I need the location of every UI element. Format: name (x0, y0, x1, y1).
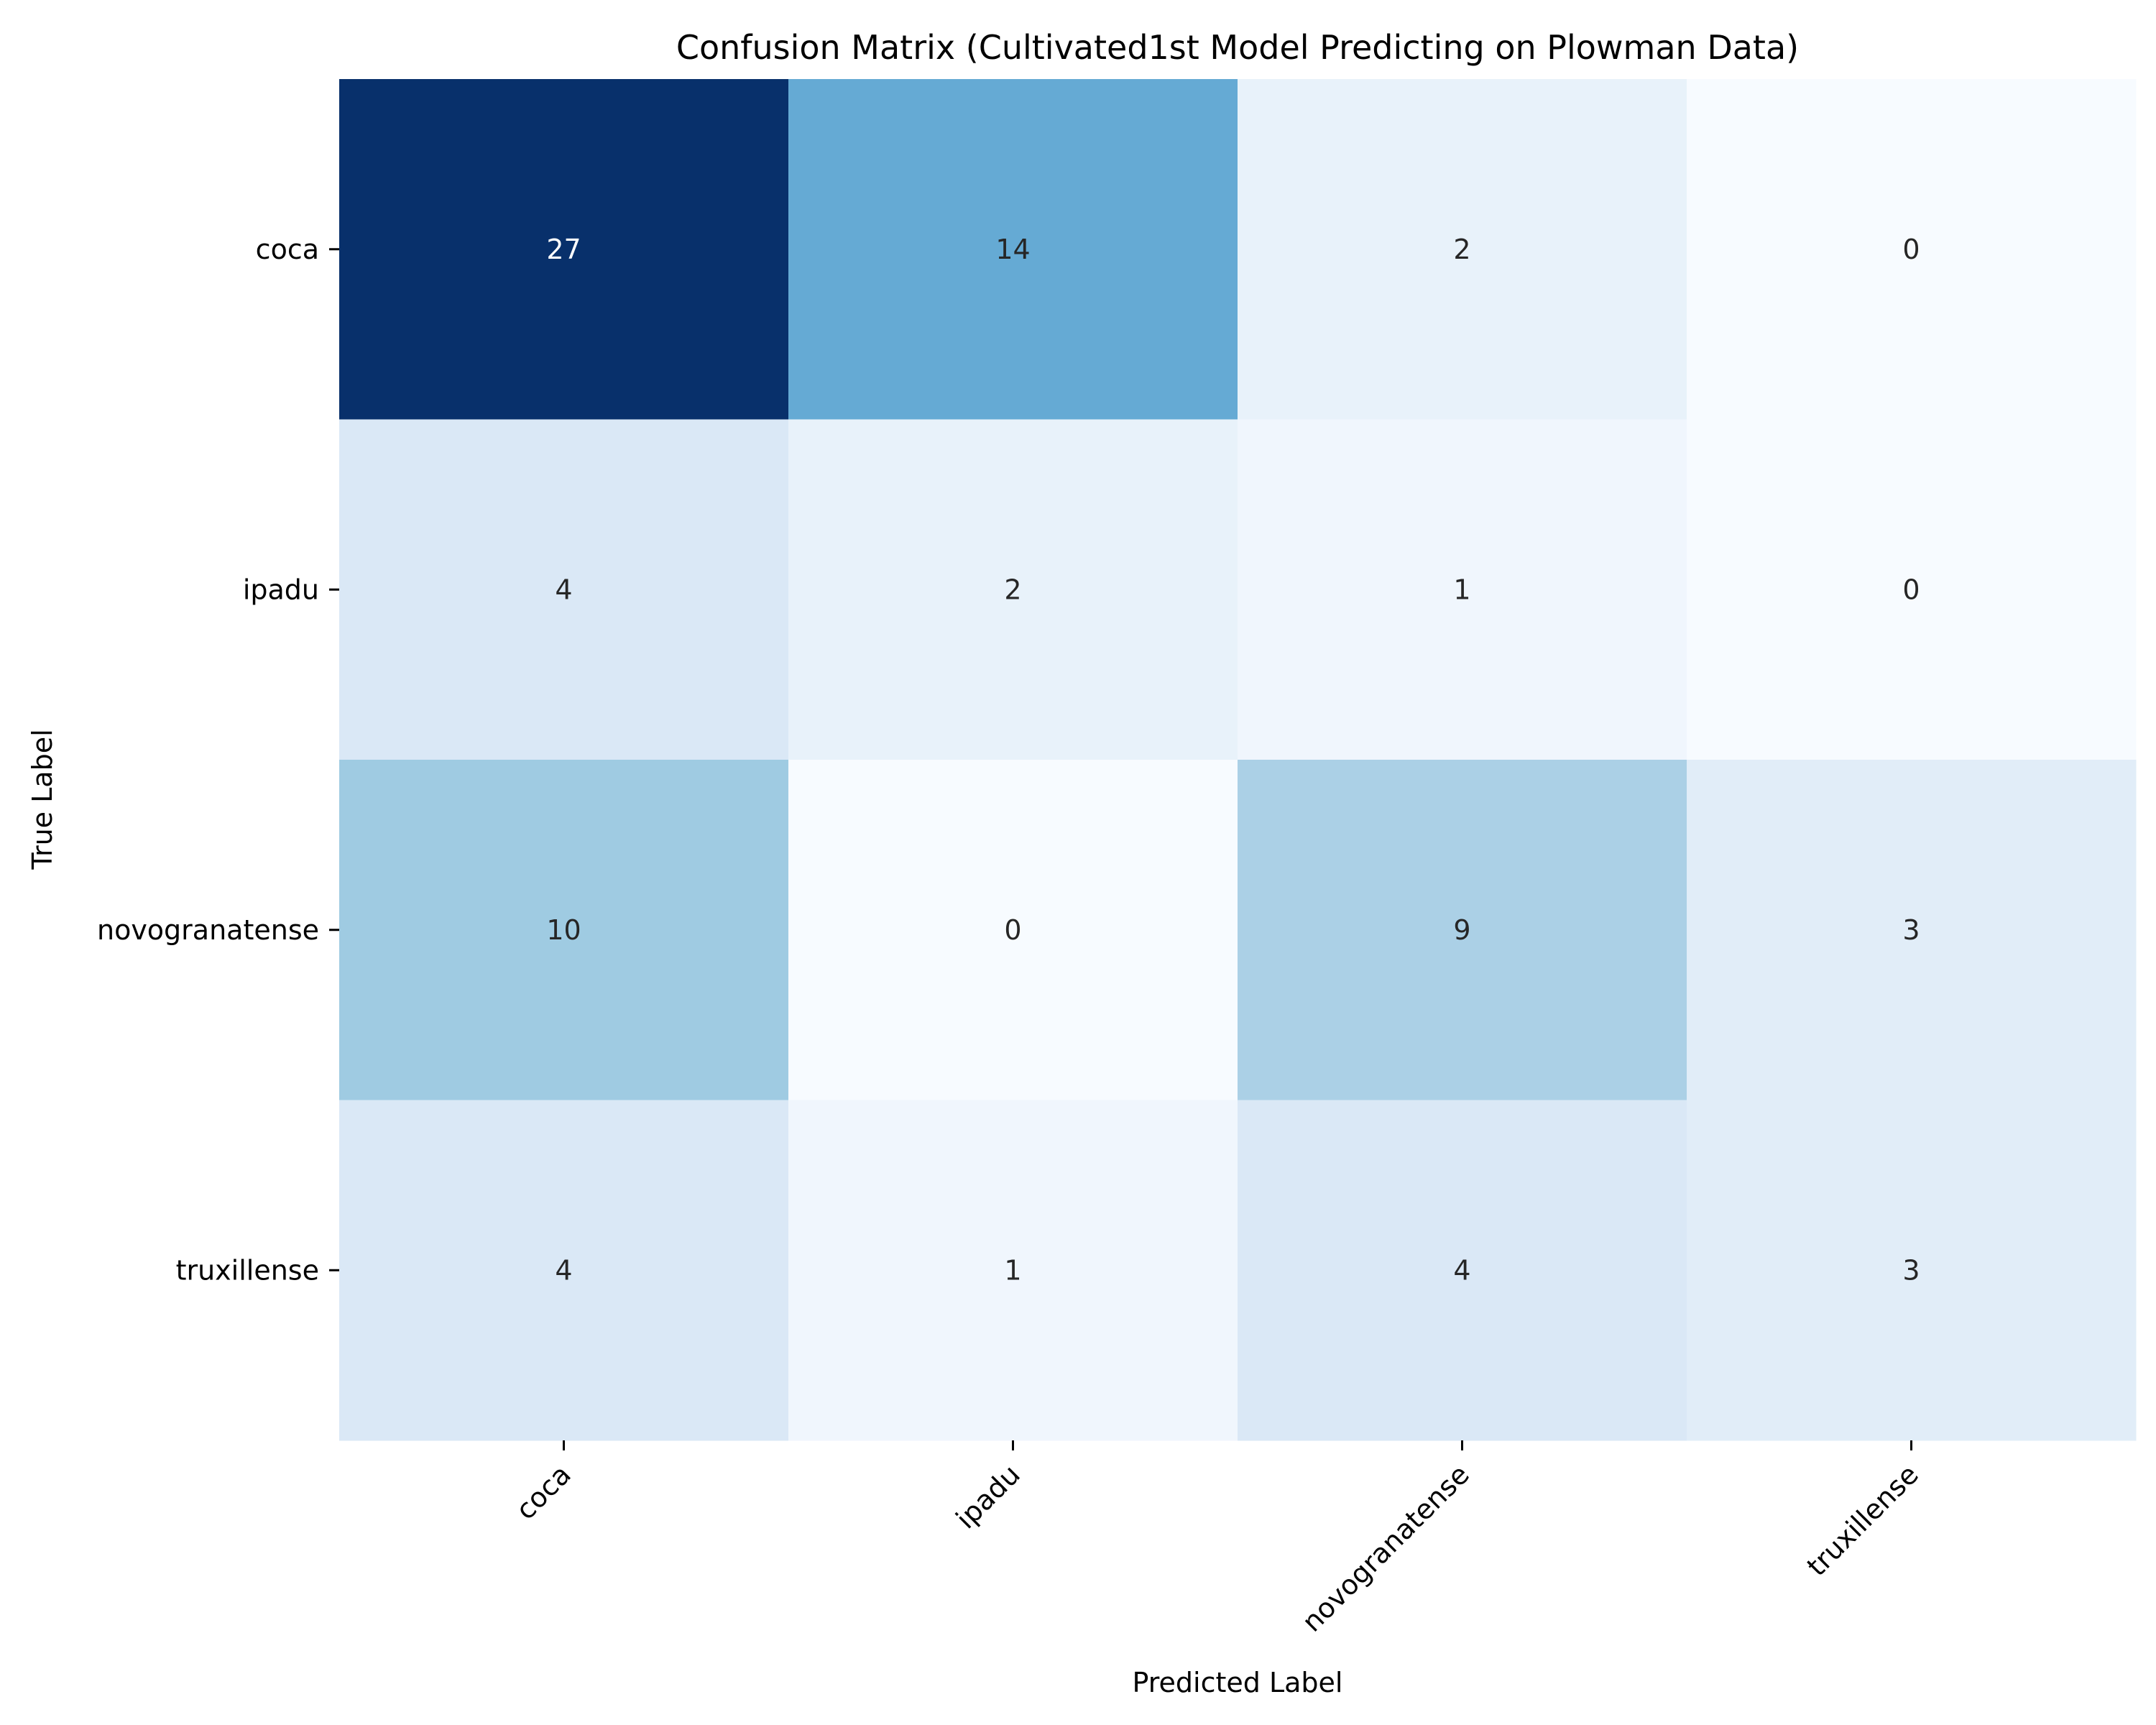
cell-value-label: 1 (1004, 1254, 1021, 1286)
cell-value-label: 0 (1902, 574, 1920, 605)
heatmap-cell (788, 760, 1238, 1100)
heatmap-cell (1687, 760, 2137, 1100)
y-axis-ticks: coca ipadu novogranatense truxillense (97, 234, 339, 1286)
x-tick-label: novogranatense (1296, 1458, 1475, 1638)
heatmap-cell (339, 760, 789, 1100)
cell-value-label: 14 (995, 234, 1030, 265)
cell-value-label: 10 (546, 914, 581, 946)
heatmap-cell (1687, 79, 2137, 420)
x-tick-label: ipadu (950, 1458, 1026, 1535)
cell-value-label: 2 (1004, 574, 1021, 605)
y-tick-label: novogranatense (97, 914, 319, 946)
cell-value-label: 9 (1453, 914, 1470, 946)
heatmap-cell (339, 419, 789, 760)
heatmap-cell (1687, 419, 2137, 760)
cell-value-label: 27 (546, 234, 581, 265)
cell-value-label: 4 (1453, 1254, 1470, 1286)
cell-value-label: 1 (1453, 574, 1470, 605)
heatmap-cell (339, 79, 789, 420)
y-axis-label: True Label (27, 729, 58, 870)
cell-value-label: 4 (555, 574, 572, 605)
y-tick-label: ipadu (243, 574, 319, 605)
heatmap-cells: 27 14 2 04 2 1 010 0 9 34 1 4 3 (339, 79, 2137, 1441)
cell-value-label: 3 (1902, 914, 1920, 946)
cell-value-label: 0 (1902, 234, 1920, 265)
x-axis-ticks: coca ipadu novogranatense truxillense (510, 1440, 1925, 1638)
y-tick-label: truxillense (176, 1254, 319, 1286)
x-tick-label: truxillense (1801, 1458, 1925, 1582)
heatmap-cell (1238, 419, 1687, 760)
chart-title: Confusion Matrix (Cultivated1st Model Pr… (676, 28, 1799, 67)
x-tick-label: coca (510, 1458, 577, 1526)
cell-value-label: 3 (1902, 1254, 1920, 1286)
heatmap-cell (339, 1100, 789, 1441)
x-axis-label: Predicted Label (1133, 1667, 1343, 1698)
heatmap-cell (788, 79, 1238, 420)
heatmap-cell (1238, 760, 1687, 1100)
y-tick-label: coca (256, 234, 319, 265)
cell-value-label: 0 (1004, 914, 1021, 946)
heatmap-cell (1238, 79, 1687, 420)
cell-value-label: 4 (555, 1254, 572, 1286)
heatmap-cell (1238, 1100, 1687, 1441)
cell-value-label: 2 (1453, 234, 1470, 265)
heatmap-cell (788, 1100, 1238, 1441)
heatmap-cell (1687, 1100, 2137, 1441)
heatmap-cell (788, 419, 1238, 760)
